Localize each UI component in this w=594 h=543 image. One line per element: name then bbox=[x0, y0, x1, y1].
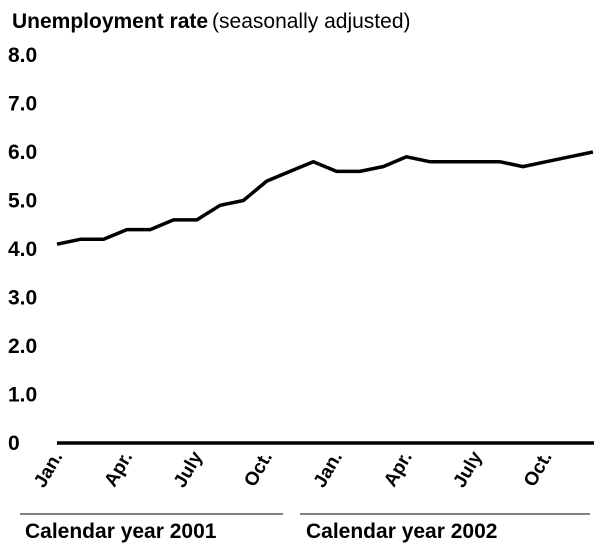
y-tick-label: 0 bbox=[8, 432, 20, 455]
y-tick-label: 6.0 bbox=[8, 141, 37, 164]
y-tick-label: 2.0 bbox=[8, 335, 37, 358]
group-label-2001: Calendar year 2001 bbox=[25, 520, 217, 543]
x-tick-label: Oct. bbox=[520, 448, 557, 491]
x-axis-ticks: Jan. Apr. July Oct. Jan. Apr. July Oct. bbox=[30, 448, 557, 492]
y-tick-label: 5.0 bbox=[8, 190, 37, 213]
y-tick-label: 8.0 bbox=[8, 44, 37, 67]
y-axis-ticks: 0 1.0 2.0 3.0 4.0 5.0 6.0 7.0 8.0 bbox=[8, 44, 37, 455]
group-label-2002: Calendar year 2002 bbox=[306, 520, 497, 543]
x-tick-label: Jan. bbox=[30, 448, 67, 491]
x-tick-label: Apr. bbox=[380, 448, 417, 491]
x-tick-label: July bbox=[170, 448, 207, 492]
x-tick-label: Jan. bbox=[310, 448, 347, 491]
series-line bbox=[56, 150, 594, 246]
y-tick-label: 3.0 bbox=[8, 287, 37, 310]
y-tick-label: 4.0 bbox=[8, 238, 37, 261]
plot-area bbox=[56, 150, 594, 246]
x-tick-label: Oct. bbox=[240, 448, 277, 491]
chart-title: Unemployment rate bbox=[12, 10, 208, 33]
x-tick-label: July bbox=[450, 448, 487, 492]
chart-subtitle: (seasonally adjusted) bbox=[212, 10, 410, 33]
x-tick-label: Apr. bbox=[101, 448, 138, 491]
y-tick-label: 1.0 bbox=[8, 384, 37, 407]
chart-title-line: Unemployment rate (seasonally adjusted) bbox=[12, 10, 411, 33]
y-tick-label: 7.0 bbox=[8, 93, 37, 116]
